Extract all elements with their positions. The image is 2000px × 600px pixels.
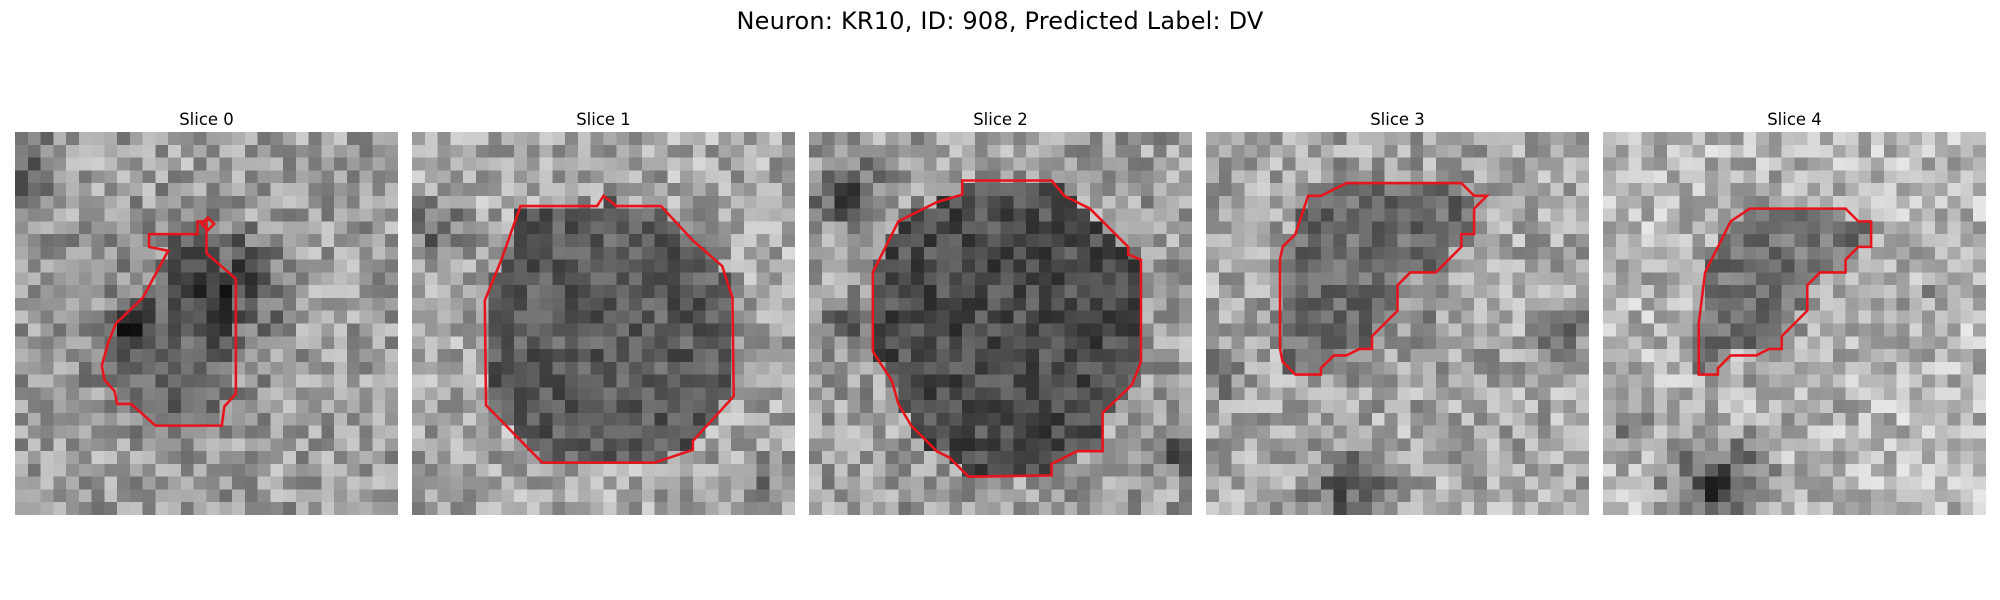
slice-image-0	[15, 132, 398, 515]
slice-image-1	[412, 132, 795, 515]
segmentation-contour	[871, 179, 1143, 478]
slice-title-0: Slice 0	[179, 110, 234, 129]
slice-panel-1: Slice 1	[412, 108, 795, 515]
slice-panel-3: Slice 3	[1206, 108, 1589, 515]
grayscale-pixels	[15, 132, 398, 515]
grayscale-pixels	[809, 132, 1192, 515]
slice-image-3	[1206, 132, 1589, 515]
slice-title-4: Slice 4	[1767, 110, 1822, 129]
grayscale-pixels	[1206, 132, 1589, 515]
slice-image-4	[1603, 132, 1986, 515]
grayscale-pixels	[412, 132, 795, 515]
slice-panel-4: Slice 4	[1603, 108, 1986, 515]
segmentation-contour	[483, 193, 736, 464]
segmentation-contour	[1278, 181, 1490, 376]
figure-title: Neuron: KR10, ID: 908, Predicted Label: …	[736, 7, 1264, 35]
slice-panel-0: Slice 0	[15, 108, 398, 515]
segmentation-contour	[100, 215, 238, 427]
grayscale-pixels	[1603, 132, 1986, 515]
segmentation-contour	[1697, 207, 1873, 376]
slice-image-2	[809, 132, 1192, 515]
slice-title-1: Slice 1	[576, 110, 631, 129]
slice-title-2: Slice 2	[973, 110, 1028, 129]
slice-title-3: Slice 3	[1370, 110, 1425, 129]
slice-panel-2: Slice 2	[809, 108, 1192, 515]
